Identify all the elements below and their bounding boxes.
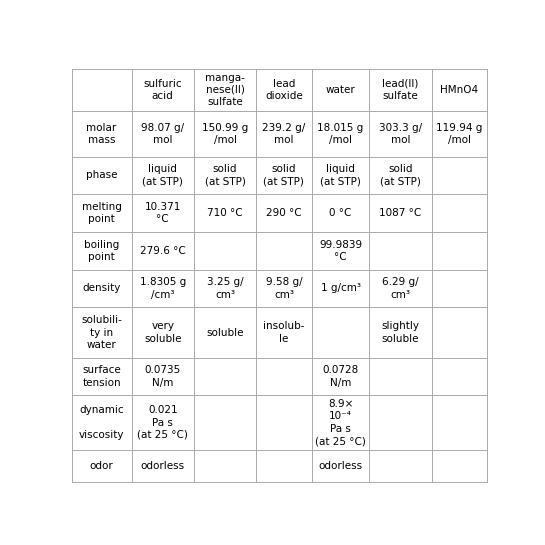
Text: 1087 °C: 1087 °C [379, 208, 422, 218]
Text: 1 g/cm³: 1 g/cm³ [320, 283, 360, 293]
Text: 9.58 g/
cm³: 9.58 g/ cm³ [265, 277, 302, 300]
Text: solubili-
ty in
water: solubili- ty in water [81, 315, 122, 350]
Text: odorless: odorless [141, 461, 185, 471]
Text: 279.6 °C: 279.6 °C [140, 246, 186, 256]
Text: boiling
point: boiling point [84, 239, 119, 262]
Text: 150.99 g
/mol: 150.99 g /mol [202, 123, 248, 145]
Text: sulfuric
acid: sulfuric acid [143, 78, 182, 101]
Text: HMnO4: HMnO4 [440, 85, 479, 95]
Text: 290 °C: 290 °C [266, 208, 302, 218]
Text: phase: phase [86, 171, 117, 180]
Text: 18.015 g
/mol: 18.015 g /mol [317, 123, 364, 145]
Text: 0.021
Pa s
(at 25 °C): 0.021 Pa s (at 25 °C) [137, 405, 188, 440]
Text: density: density [82, 283, 120, 293]
Text: 239.2 g/
mol: 239.2 g/ mol [262, 123, 306, 145]
Text: 0.0735
N/m: 0.0735 N/m [144, 366, 181, 388]
Text: 1.8305 g
/cm³: 1.8305 g /cm³ [140, 277, 186, 300]
Text: surface
tension: surface tension [82, 366, 121, 388]
Text: 0 °C: 0 °C [329, 208, 352, 218]
Text: 10.371
°C: 10.371 °C [144, 202, 181, 224]
Text: solid
(at STP): solid (at STP) [263, 164, 304, 186]
Text: liquid
(at STP): liquid (at STP) [320, 164, 361, 186]
Text: insolub-
le: insolub- le [263, 322, 305, 344]
Text: soluble: soluble [207, 328, 244, 337]
Text: solid
(at STP): solid (at STP) [204, 164, 245, 186]
Text: 8.9×
10⁻⁴
Pa s
(at 25 °C): 8.9× 10⁻⁴ Pa s (at 25 °C) [315, 399, 366, 446]
Text: slightly
soluble: slightly soluble [382, 322, 420, 344]
Text: molar
mass: molar mass [87, 123, 117, 145]
Text: melting
point: melting point [82, 202, 122, 224]
Text: solid
(at STP): solid (at STP) [380, 164, 421, 186]
Text: 3.25 g/
cm³: 3.25 g/ cm³ [207, 277, 244, 300]
Text: 303.3 g/
mol: 303.3 g/ mol [379, 123, 422, 145]
Text: odorless: odorless [318, 461, 362, 471]
Text: lead(II)
sulfate: lead(II) sulfate [383, 78, 419, 101]
Text: 710 °C: 710 °C [207, 208, 243, 218]
Text: liquid
(at STP): liquid (at STP) [142, 164, 183, 186]
Text: dynamic

viscosity: dynamic viscosity [79, 405, 124, 440]
Text: water: water [325, 85, 355, 95]
Text: 99.9839
°C: 99.9839 °C [319, 239, 362, 262]
Text: 6.29 g/
cm³: 6.29 g/ cm³ [382, 277, 419, 300]
Text: 0.0728
N/m: 0.0728 N/m [323, 366, 359, 388]
Text: 119.94 g
/mol: 119.94 g /mol [436, 123, 483, 145]
Text: odor: odor [89, 461, 113, 471]
Text: 98.07 g/
mol: 98.07 g/ mol [141, 123, 184, 145]
Text: manga-
nese(II)
sulfate: manga- nese(II) sulfate [205, 72, 245, 107]
Text: very
soluble: very soluble [144, 322, 181, 344]
Text: lead
dioxide: lead dioxide [265, 78, 303, 101]
